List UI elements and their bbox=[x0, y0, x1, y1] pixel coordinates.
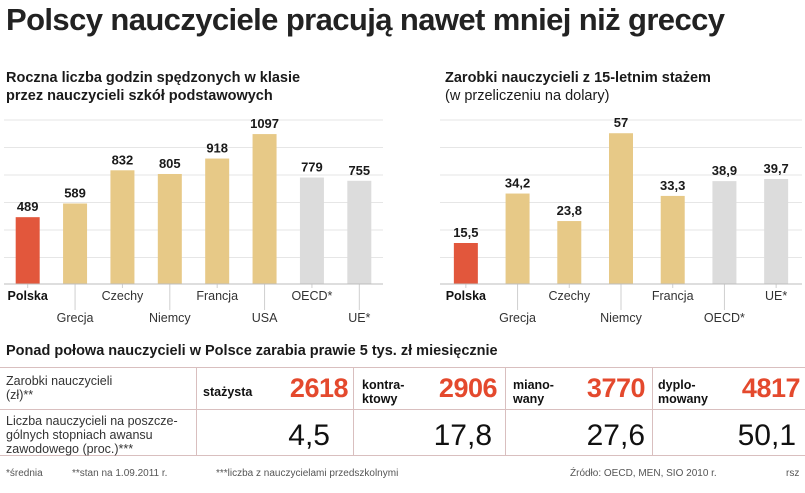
bar-grecja bbox=[63, 203, 88, 284]
grade-label-line2: ktowy bbox=[362, 392, 398, 406]
chart-right-title-line1: Zarobki nauczycieli z 15-letnim stażem bbox=[445, 70, 711, 86]
bar-oecd bbox=[712, 181, 737, 284]
share-row-label-line1: Liczba nauczycieli na poszcze- bbox=[6, 414, 178, 428]
bar-oecd bbox=[299, 177, 324, 284]
salary-value: 4817 bbox=[741, 373, 801, 403]
share-value: 27,6 bbox=[586, 419, 645, 452]
bar-value-label: 57 bbox=[614, 115, 628, 130]
bar-polska bbox=[453, 243, 478, 284]
chart-left-title-line2: przez nauczycieli szkół podstawowych bbox=[6, 88, 273, 104]
category-label: OECD* bbox=[704, 311, 745, 325]
chart-right-title: Zarobki nauczycieli z 15-letnim stażem (… bbox=[445, 69, 711, 105]
bar-francja bbox=[205, 158, 230, 284]
share-value: 17,8 bbox=[433, 419, 492, 452]
category-label: Francja bbox=[196, 289, 238, 303]
category-label: Niemcy bbox=[149, 311, 191, 325]
table-bottom-divider bbox=[0, 455, 805, 456]
bar-polska bbox=[15, 217, 40, 284]
bar-francja bbox=[660, 195, 685, 284]
bar-value-label: 23,8 bbox=[557, 203, 582, 218]
hours-bar-chart: 489 Polska 589 Grecja 832 Czechy 805 Niemcy 918 F… bbox=[4, 116, 383, 325]
bar-value-label: 15,5 bbox=[453, 225, 478, 240]
salary-table: Zarobki nauczycieli (zł)** Liczba nauczy… bbox=[0, 363, 805, 456]
grade-label-line1: stażysta bbox=[203, 385, 253, 399]
category-label: UE* bbox=[348, 311, 370, 325]
bar-value-label: 805 bbox=[159, 156, 181, 171]
bar-value-label: 755 bbox=[348, 163, 370, 178]
bar-value-label: 33,3 bbox=[660, 178, 685, 193]
salary-value: 2906 bbox=[438, 373, 498, 403]
category-label: Grecja bbox=[57, 311, 94, 325]
table-top-divider bbox=[0, 367, 805, 368]
category-label: Niemcy bbox=[600, 311, 642, 325]
bar-value-label: 34,2 bbox=[505, 176, 530, 191]
table-col-divider bbox=[652, 367, 653, 455]
footnote-preschool: ***liczba z nauczycielami przedszkolnymi bbox=[216, 468, 399, 479]
grade-label: miano- wany bbox=[513, 378, 554, 406]
bar-value-label: 489 bbox=[17, 199, 39, 214]
category-label: UE* bbox=[765, 289, 787, 303]
salary-value: 3770 bbox=[586, 373, 646, 403]
grade-label-line1: kontra- bbox=[362, 378, 405, 392]
footnote-date: **stan na 1.09.2011 r. bbox=[72, 468, 168, 479]
category-label: USA bbox=[252, 311, 278, 325]
category-label: Czechy bbox=[548, 289, 590, 303]
category-label: Grecja bbox=[499, 311, 536, 325]
grade-label: stażysta bbox=[203, 385, 252, 399]
bar-czechy bbox=[557, 221, 582, 284]
share-value: 4,5 bbox=[288, 419, 330, 452]
bar-value-label: 589 bbox=[64, 186, 86, 201]
grade-label-line2: mowany bbox=[658, 392, 709, 406]
share-value: 50,1 bbox=[737, 419, 796, 452]
salary-value: 2618 bbox=[289, 373, 349, 403]
bar-usa bbox=[252, 134, 277, 284]
grade-label: dyplo- mowany bbox=[658, 378, 708, 406]
bar-niemcy bbox=[157, 173, 182, 284]
credit-note: rsz bbox=[786, 468, 800, 479]
chart-left-title: Roczna liczba godzin spędzonych w klasie… bbox=[6, 69, 300, 105]
salary-row-label-line2: (zł)** bbox=[6, 388, 34, 402]
salary-row-label-line1: Zarobki nauczycieli bbox=[6, 374, 113, 388]
bar-value-label: 779 bbox=[301, 160, 323, 175]
chart-right-subtitle: (w przeliczeniu na dolary) bbox=[445, 88, 610, 104]
page-title: Polscy nauczyciele pracują nawet mniej n… bbox=[6, 2, 725, 37]
bar-ue bbox=[347, 180, 372, 284]
salary-bar-chart: 15,5 Polska 34,2 Grecja 23,8 Czechy 57 Niemcy 33… bbox=[440, 115, 802, 325]
bar-value-label: 1097 bbox=[250, 116, 279, 131]
category-label: Francja bbox=[652, 289, 694, 303]
share-row-label-line2: gólnych stopniach awansu bbox=[6, 428, 153, 442]
grade-label-line1: miano- bbox=[513, 378, 554, 392]
bar-value-label: 38,9 bbox=[712, 163, 737, 178]
table-col-divider bbox=[353, 367, 354, 455]
bar-ue bbox=[764, 178, 789, 284]
salary-row-label: Zarobki nauczycieli (zł)** bbox=[6, 374, 112, 402]
table-col-divider bbox=[505, 367, 506, 455]
category-label: OECD* bbox=[291, 289, 332, 303]
share-row-label-line3: zawodowego (proc.)*** bbox=[6, 442, 134, 456]
bar-grecja bbox=[505, 193, 530, 284]
table-middle-divider bbox=[0, 409, 805, 410]
chart-left-title-line1: Roczna liczba godzin spędzonych w klasie bbox=[6, 70, 301, 86]
category-label: Polska bbox=[446, 289, 487, 303]
bar-czechy bbox=[110, 170, 135, 284]
table-title: Ponad połowa nauczycieli w Polsce zarabi… bbox=[6, 343, 498, 359]
grade-label-line2: wany bbox=[513, 392, 545, 406]
table-col-divider bbox=[196, 367, 197, 455]
share-row-label: Liczba nauczycieli na poszcze- gólnych s… bbox=[6, 414, 178, 456]
footnote-average: *średnia bbox=[6, 468, 43, 479]
bar-value-label: 39,7 bbox=[763, 161, 788, 176]
bar-niemcy bbox=[609, 133, 633, 284]
grade-label-line1: dyplo- bbox=[658, 378, 696, 392]
bar-value-label: 918 bbox=[206, 141, 228, 156]
bar-value-label: 832 bbox=[112, 152, 134, 167]
category-label: Polska bbox=[8, 289, 49, 303]
category-label: Czechy bbox=[102, 289, 144, 303]
source-note: Źródło: OECD, MEN, SIO 2010 r. bbox=[570, 468, 717, 479]
grade-label: kontra- ktowy bbox=[362, 378, 404, 406]
